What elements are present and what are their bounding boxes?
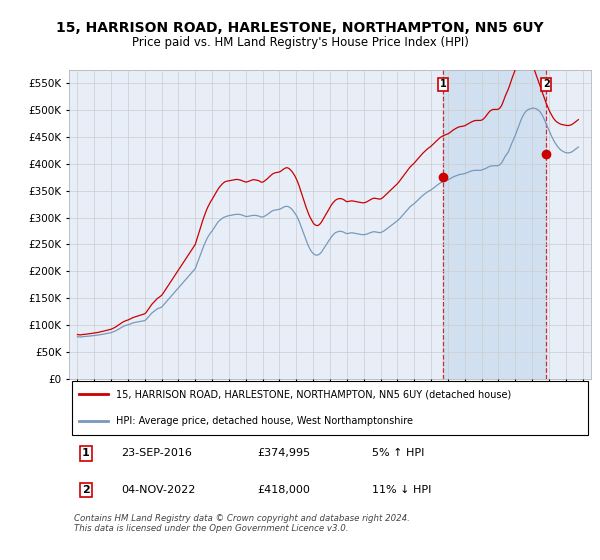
Text: 2: 2 bbox=[82, 485, 90, 495]
Text: 2: 2 bbox=[543, 80, 550, 89]
Text: Price paid vs. HM Land Registry's House Price Index (HPI): Price paid vs. HM Land Registry's House … bbox=[131, 36, 469, 49]
Text: 11% ↓ HPI: 11% ↓ HPI bbox=[372, 485, 431, 495]
Point bbox=[76, 417, 83, 424]
Text: 5% ↑ HPI: 5% ↑ HPI bbox=[372, 449, 424, 459]
Point bbox=[104, 417, 112, 424]
Text: 23-SEP-2016: 23-SEP-2016 bbox=[121, 449, 192, 459]
Text: 15, HARRISON ROAD, HARLESTONE, NORTHAMPTON, NN5 6UY (detached house): 15, HARRISON ROAD, HARLESTONE, NORTHAMPT… bbox=[116, 389, 511, 399]
Text: 15, HARRISON ROAD, HARLESTONE, NORTHAMPTON, NN5 6UY: 15, HARRISON ROAD, HARLESTONE, NORTHAMPT… bbox=[56, 21, 544, 35]
Text: 1: 1 bbox=[82, 449, 90, 459]
Text: £374,995: £374,995 bbox=[257, 449, 310, 459]
Point bbox=[104, 391, 112, 398]
Text: Contains HM Land Registry data © Crown copyright and database right 2024.
This d: Contains HM Land Registry data © Crown c… bbox=[74, 514, 410, 533]
FancyBboxPatch shape bbox=[71, 381, 589, 435]
Bar bbox=[443, 70, 546, 379]
Point bbox=[76, 391, 83, 398]
Text: £418,000: £418,000 bbox=[257, 485, 310, 495]
Text: HPI: Average price, detached house, West Northamptonshire: HPI: Average price, detached house, West… bbox=[116, 416, 413, 426]
Text: 04-NOV-2022: 04-NOV-2022 bbox=[121, 485, 196, 495]
Text: 1: 1 bbox=[440, 80, 446, 89]
